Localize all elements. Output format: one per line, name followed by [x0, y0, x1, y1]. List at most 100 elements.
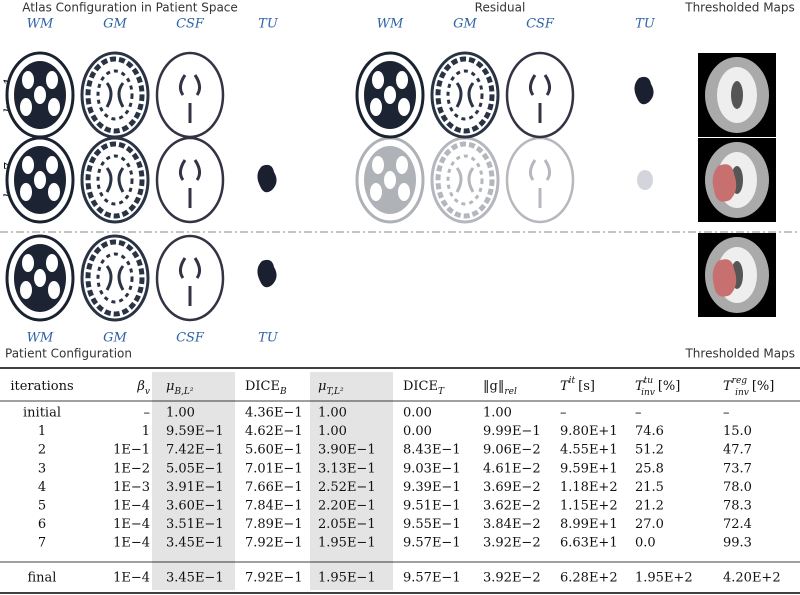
residual-title: Residual: [475, 1, 526, 15]
brain-part: [455, 82, 475, 108]
brain-outline: [505, 51, 575, 139]
brain-image: [355, 136, 425, 224]
table-cell: 0.00: [403, 424, 432, 439]
brain-image: [155, 51, 225, 139]
brain-part: [105, 265, 125, 291]
table-cell: final: [28, 571, 57, 586]
table-cell: 3.91E−1: [166, 480, 224, 495]
header-base: μ: [318, 379, 326, 394]
table-header: μB,L²: [166, 379, 194, 397]
brain-image: [355, 51, 425, 139]
brain-part: [178, 159, 202, 208]
brain-part: [364, 146, 416, 214]
table-cell: 0.00: [403, 406, 432, 421]
table-cell: 3.84E−2: [483, 517, 541, 532]
column-label: GM: [103, 331, 127, 346]
column-label: WM: [377, 17, 404, 32]
brain-part: [372, 156, 384, 174]
table-cell: 1.00: [483, 406, 512, 421]
brain-part: [48, 183, 60, 201]
brain-part: [435, 56, 495, 134]
header-sub: inv: [735, 388, 749, 398]
table-cell: 7.89E−1: [245, 517, 303, 532]
table-header: DICET: [403, 379, 445, 397]
table-cell: 1E−4: [113, 517, 150, 532]
table-cell: 9.06E−2: [483, 443, 541, 458]
table-header: iterations: [10, 379, 73, 394]
table-cell: 99.3: [723, 536, 752, 551]
tumor-image: [637, 170, 653, 190]
header-sub: rel: [504, 387, 517, 397]
table-cell: 9.59E+1: [560, 461, 618, 476]
table-cell: 5.05E−1: [166, 461, 224, 476]
brain-part: [398, 98, 410, 116]
brain-image: [155, 234, 225, 322]
column-label: CSF: [176, 17, 205, 32]
table-cell: 9.59E−1: [166, 424, 224, 439]
table-cell: 2.20E−1: [318, 499, 376, 514]
tumor-region: [712, 259, 737, 297]
brain-image: [5, 234, 75, 322]
table-cell: 3.45E−1: [166, 571, 224, 586]
header-sub: v: [145, 387, 150, 397]
brain-part: [96, 69, 134, 121]
table-cell: 3.69E−2: [483, 480, 541, 495]
brain-image: [5, 51, 75, 139]
table-cell: 2.52E−1: [318, 480, 376, 495]
header-base: ‖g‖: [483, 379, 504, 394]
brain-part: [446, 69, 484, 121]
header-base: T: [723, 379, 733, 394]
brain-outline: [80, 136, 150, 224]
table-cell: –: [560, 406, 567, 421]
table-cell: 27.0: [635, 517, 664, 532]
brain-image: [430, 136, 500, 224]
column-label: TU: [635, 17, 656, 32]
header-base: DICE: [403, 379, 438, 394]
brain-part: [34, 269, 46, 287]
header-sup: reg: [732, 376, 748, 386]
table-cell: 78.3: [723, 499, 752, 514]
tumor-region: [712, 164, 737, 202]
table-cell: –: [723, 406, 730, 421]
column-label: CSF: [176, 331, 205, 346]
table-cell: 3.51E−1: [166, 517, 224, 532]
table-cell: 51.2: [635, 443, 664, 458]
table-header: Treg inv [%]: [723, 376, 774, 398]
table-cell: 4.20E+2: [723, 571, 781, 586]
brain-part: [34, 86, 46, 104]
table-cell: 78.0: [723, 480, 752, 495]
table-cell: 1E−4: [113, 499, 150, 514]
table-cell: 9.57E−1: [403, 571, 461, 586]
table-cell: 9.51E−1: [403, 499, 461, 514]
atlas-title: Atlas Configuration in Patient Space: [22, 1, 238, 15]
brain-image: [80, 51, 150, 139]
table-cell: 4: [38, 480, 46, 495]
header-base: β: [136, 379, 145, 394]
table-cell: 6.63E+1: [560, 536, 618, 551]
tumor-image: [257, 259, 277, 288]
table-cell: 9.39E−1: [403, 480, 461, 495]
brain-outline: [80, 234, 150, 322]
table-cell: 72.4: [723, 517, 752, 532]
column-label: GM: [453, 17, 477, 32]
header-sub: T,L²: [326, 387, 344, 397]
brain-part: [46, 254, 58, 272]
table-cell: 15.0: [723, 424, 752, 439]
brain-part: [446, 154, 484, 206]
table-cell: 9.03E−1: [403, 461, 461, 476]
table-cell: 3.90E−1: [318, 443, 376, 458]
table-cell: 3.13E−1: [318, 461, 376, 476]
brain-part: [85, 141, 145, 219]
header-base: iterations: [10, 379, 73, 394]
header-unit: [s]: [578, 379, 595, 394]
table-cell: 74.6: [635, 424, 664, 439]
brain-part: [178, 74, 202, 123]
brain-outline: [430, 136, 500, 224]
brain-part: [20, 98, 32, 116]
brain-image: [80, 136, 150, 224]
brain-part: [372, 71, 384, 89]
brain-outline: [355, 136, 425, 224]
brain-outline: [505, 136, 575, 224]
table-cell: 9.99E−1: [483, 424, 541, 439]
header-sub: B,L²: [173, 387, 193, 397]
